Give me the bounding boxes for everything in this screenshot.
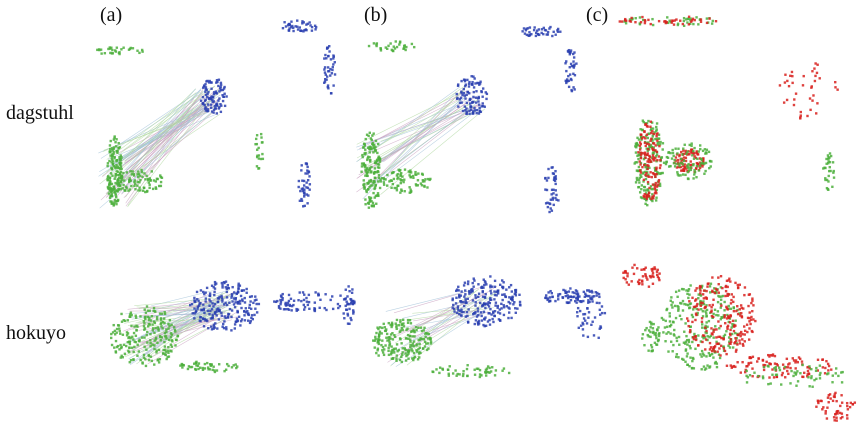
point-cloud [619,16,839,207]
point-cloud [372,275,606,378]
row-label: dagstuhl [6,102,74,125]
point-cloud [356,26,577,213]
point-cloud [110,280,356,373]
row-label: hokuyo [6,322,66,345]
column-label: (c) [586,4,608,27]
column-label: (b) [364,4,387,27]
figure: (a) (b) (c) dagstuhl hokuyo [0,0,866,435]
point-cloud [622,264,856,422]
point-cloud-panels [0,0,866,435]
point-cloud [96,19,336,208]
column-label: (a) [100,4,122,27]
